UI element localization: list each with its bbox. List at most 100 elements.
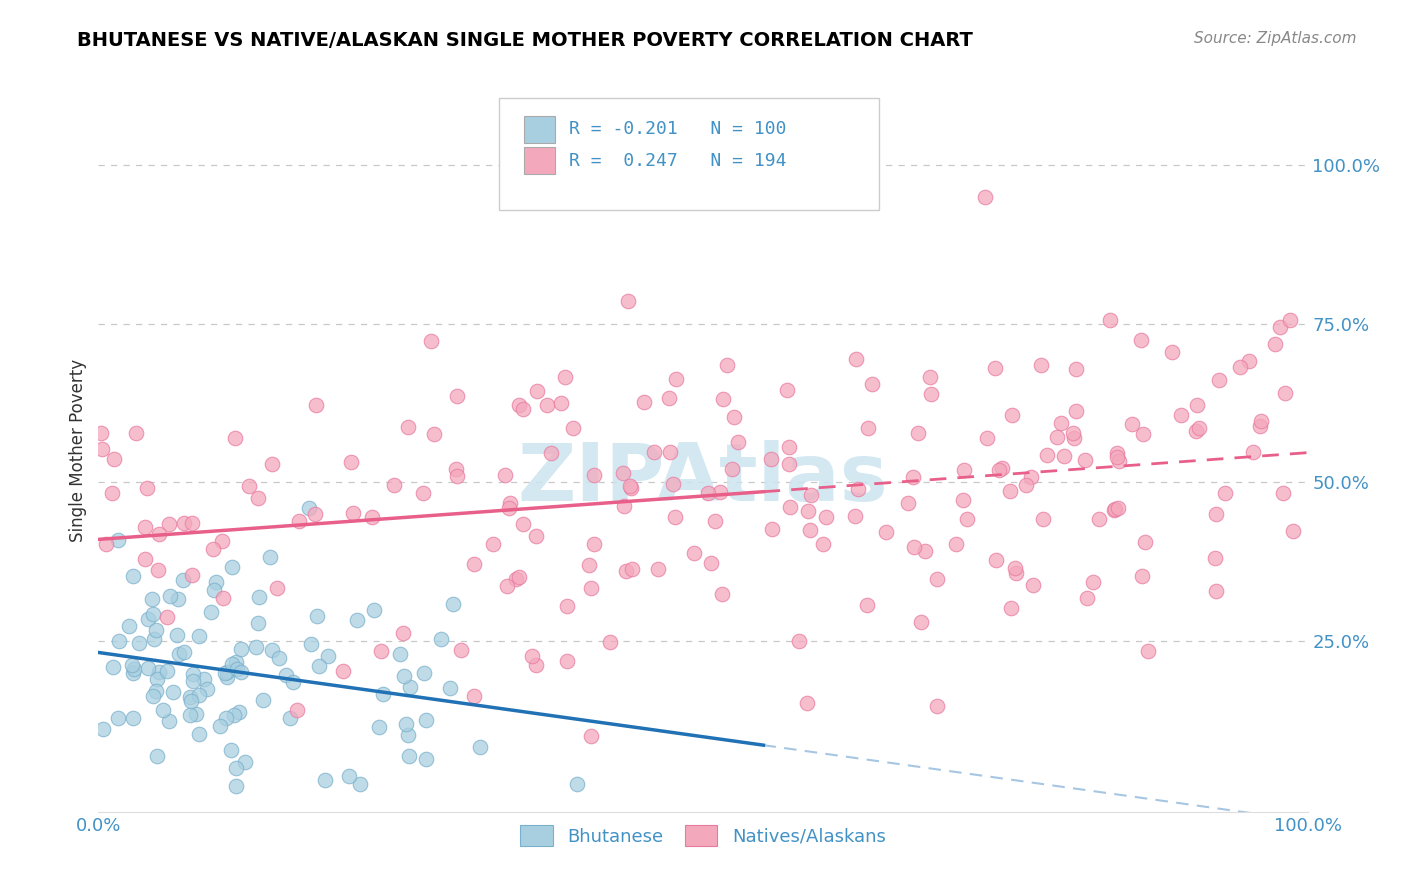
Point <box>91 723 114 737</box>
Point <box>134 551 156 566</box>
Point <box>561 420 583 434</box>
Point <box>260 643 283 657</box>
Point <box>187 688 209 702</box>
Point <box>846 482 869 496</box>
Point <box>814 510 837 524</box>
Point <box>134 520 156 534</box>
Point <box>156 610 179 624</box>
Point <box>498 501 520 516</box>
Point <box>180 694 202 708</box>
Point <box>797 504 820 518</box>
Point <box>395 717 418 731</box>
Point <box>145 623 167 637</box>
Point <box>146 672 169 686</box>
Point <box>1213 485 1236 500</box>
Point <box>567 777 589 791</box>
Point <box>205 574 228 589</box>
Point <box>370 644 392 658</box>
Point <box>727 435 749 450</box>
Point <box>614 565 637 579</box>
Point <box>208 719 231 733</box>
Point <box>304 507 326 521</box>
Point <box>1170 408 1192 422</box>
Point <box>219 743 242 757</box>
Point <box>617 293 640 308</box>
Point <box>371 687 394 701</box>
Point <box>1237 354 1260 368</box>
Point <box>620 481 643 495</box>
Point <box>228 706 250 720</box>
Point <box>180 516 202 531</box>
Point <box>844 508 866 523</box>
Point <box>1022 578 1045 592</box>
Point <box>229 642 252 657</box>
Point <box>579 729 602 743</box>
Point <box>1279 313 1302 327</box>
Point <box>1268 320 1291 334</box>
Point <box>157 714 180 728</box>
Point <box>246 616 269 631</box>
Point <box>202 582 225 597</box>
Point <box>430 632 453 646</box>
Point <box>697 486 720 500</box>
Point <box>952 463 974 477</box>
Point <box>152 703 174 717</box>
Point <box>778 457 800 471</box>
Y-axis label: Single Mother Poverty: Single Mother Poverty <box>69 359 87 542</box>
Point <box>811 537 834 551</box>
Point <box>1274 386 1296 401</box>
Point <box>245 640 267 654</box>
Point <box>266 581 288 595</box>
Point <box>482 537 505 551</box>
Point <box>439 681 461 695</box>
Point <box>494 467 516 482</box>
Point <box>184 707 207 722</box>
Point <box>875 524 897 539</box>
Point <box>363 603 385 617</box>
Text: R = -0.201   N = 100: R = -0.201 N = 100 <box>569 120 787 138</box>
Point <box>633 395 655 409</box>
Point <box>796 696 818 710</box>
Point <box>162 685 184 699</box>
Point <box>1015 478 1038 492</box>
Point <box>856 599 879 613</box>
Point <box>1229 360 1251 375</box>
Point <box>224 431 246 445</box>
Point <box>179 690 201 705</box>
Point <box>221 657 243 671</box>
Point <box>463 689 485 703</box>
Point <box>159 589 181 603</box>
Point <box>1107 501 1129 516</box>
Point <box>512 402 534 417</box>
Point <box>142 689 165 703</box>
Text: ZIPAtlas: ZIPAtlas <box>517 441 889 518</box>
Point <box>121 569 143 583</box>
Point <box>787 634 810 648</box>
Point <box>925 698 948 713</box>
Point <box>252 693 274 707</box>
Point <box>524 657 547 672</box>
Point <box>860 377 883 392</box>
Point <box>1161 344 1184 359</box>
Point <box>1050 417 1073 431</box>
Point <box>711 392 734 406</box>
Point <box>145 748 167 763</box>
Point <box>181 568 204 582</box>
Point <box>1001 409 1024 423</box>
Point <box>367 720 389 734</box>
Point <box>172 573 194 587</box>
Point <box>179 708 201 723</box>
Point <box>1029 358 1052 372</box>
Point <box>856 421 879 435</box>
Point <box>173 516 195 530</box>
Point <box>761 522 783 536</box>
Point <box>181 673 204 688</box>
Point <box>1000 484 1022 499</box>
Point <box>101 485 124 500</box>
Point <box>1130 333 1153 347</box>
Point <box>212 591 235 606</box>
Point <box>225 780 247 794</box>
Point <box>398 749 420 764</box>
Point <box>643 445 665 459</box>
Point <box>183 667 205 681</box>
